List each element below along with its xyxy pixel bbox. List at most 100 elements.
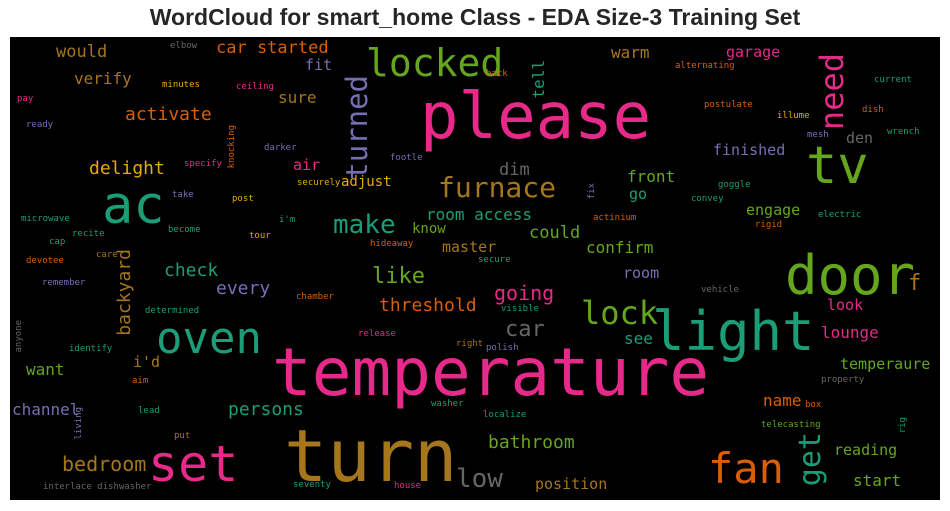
- word-label: electric: [818, 210, 862, 220]
- word-label: specify: [184, 159, 222, 169]
- word-label: persons: [228, 399, 304, 420]
- word-label: remember: [42, 278, 86, 288]
- word-label: recite: [72, 229, 105, 239]
- word-label: care: [96, 250, 118, 260]
- word-label: tour: [249, 231, 271, 241]
- word-label: engage: [746, 201, 801, 219]
- word-label: start: [853, 471, 902, 490]
- word-label: elbow: [170, 41, 198, 51]
- word-label: every: [216, 278, 271, 299]
- word-label: i'm: [279, 215, 296, 225]
- word-label: fix: [587, 183, 597, 200]
- word-label: dish: [862, 105, 884, 115]
- word-label: devotee: [26, 256, 64, 266]
- word-label: need: [813, 53, 851, 131]
- word-label: determined: [145, 306, 200, 316]
- word-label: vehicle: [701, 285, 739, 295]
- word-label: visible: [501, 304, 539, 314]
- word-label: want: [26, 360, 65, 379]
- word-label: illume: [777, 111, 810, 121]
- word-label: please: [420, 80, 652, 154]
- word-label: finished: [713, 141, 786, 159]
- word-label: knocking: [227, 125, 237, 169]
- word-label: localize: [483, 410, 527, 420]
- word-label: oven: [156, 313, 262, 364]
- word-label: warm: [611, 43, 650, 62]
- word-label: f: [908, 271, 922, 296]
- word-label: sure: [278, 88, 317, 107]
- word-label: right: [456, 339, 484, 349]
- word-label: turned: [340, 75, 374, 180]
- word-label: turn: [284, 414, 458, 498]
- word-label: alternating: [675, 61, 735, 71]
- word-label: channel: [12, 400, 80, 419]
- word-label: rigid: [755, 220, 783, 230]
- word-label: car started: [216, 38, 329, 58]
- word-label: activate: [125, 104, 212, 125]
- word-label: look: [827, 296, 864, 314]
- word-label: room access: [426, 205, 532, 224]
- word-label: check: [164, 260, 219, 281]
- word-label: make: [333, 210, 396, 240]
- word-label: verify: [74, 69, 132, 88]
- word-label: threshold: [379, 295, 477, 316]
- word-label: air: [293, 156, 321, 174]
- word-label: minutes: [162, 80, 200, 90]
- word-label: adjust: [341, 174, 392, 190]
- word-label: wrench: [887, 127, 920, 137]
- word-label: position: [535, 475, 608, 493]
- word-label: seventy: [293, 480, 331, 490]
- word-label: fan: [708, 444, 784, 493]
- word-label: box: [805, 400, 822, 410]
- word-label: going: [494, 281, 555, 305]
- word-label: postulate: [704, 100, 753, 110]
- word-label: aim: [132, 376, 149, 386]
- word-label: lounge: [821, 323, 879, 342]
- word-label: go: [629, 185, 648, 203]
- word-label: garage: [726, 43, 781, 61]
- word-label: post: [232, 194, 254, 204]
- word-label: tell: [529, 60, 548, 99]
- word-label: put: [174, 431, 191, 441]
- word-label: telecasting: [761, 420, 821, 430]
- word-label: lock: [581, 294, 659, 332]
- word-label: fit: [305, 56, 333, 74]
- word-label: car: [505, 317, 545, 342]
- word-label: securely: [297, 178, 341, 188]
- word-label: get: [793, 432, 828, 487]
- word-label: goggle: [718, 180, 751, 190]
- word-label: become: [168, 225, 201, 235]
- word-label: rig: [898, 417, 908, 434]
- word-label: know: [412, 221, 446, 237]
- word-label: room: [623, 264, 660, 282]
- word-label: chamber: [296, 292, 334, 302]
- word-label: interlace dishwasher: [43, 482, 152, 492]
- word-label: living: [74, 407, 84, 440]
- word-label: i'd: [133, 353, 161, 371]
- word-label: reading: [834, 441, 898, 459]
- word-label: see: [624, 329, 653, 348]
- word-label: take: [172, 190, 194, 200]
- word-label: den: [846, 129, 874, 147]
- word-label: door: [785, 244, 916, 307]
- word-label: darker: [264, 143, 297, 153]
- word-label: washer: [431, 399, 464, 409]
- word-label: like: [372, 264, 425, 289]
- word-label: pay: [17, 94, 34, 104]
- word-label: property: [821, 375, 865, 385]
- word-label: low: [456, 464, 503, 494]
- word-label: ac: [102, 176, 165, 236]
- word-label: ceiling: [236, 82, 274, 92]
- word-label: dim: [499, 160, 530, 180]
- word-label: confirm: [586, 238, 654, 257]
- word-label: temperature: [272, 334, 710, 411]
- word-label: identify: [69, 344, 113, 354]
- word-label: light: [652, 300, 815, 363]
- word-label: bathroom: [488, 432, 575, 453]
- word-label: lead: [138, 406, 160, 416]
- word-label: backyard: [114, 249, 135, 336]
- word-label: polish: [486, 343, 519, 353]
- word-label: front: [627, 167, 676, 186]
- word-label: name: [763, 391, 802, 410]
- word-label: release: [358, 329, 396, 339]
